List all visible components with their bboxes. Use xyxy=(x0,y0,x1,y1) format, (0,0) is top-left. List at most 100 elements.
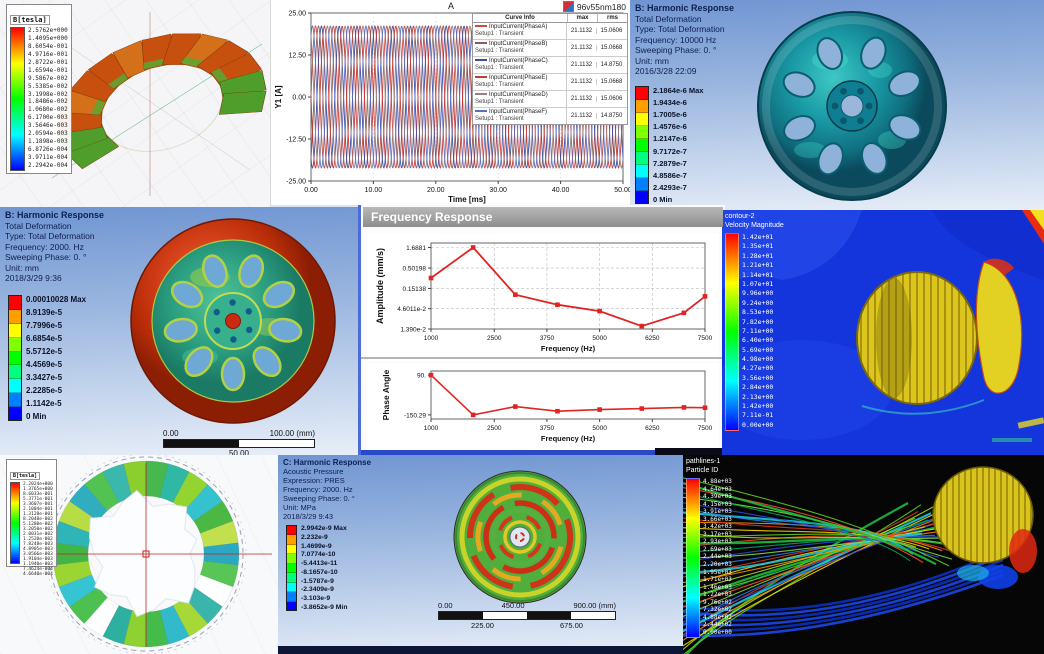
series-max: 21.1132 xyxy=(567,79,597,85)
series-max: 21.1132 xyxy=(567,62,597,68)
velocity-legend-value: 7.11e-01 xyxy=(742,411,774,420)
flux-legend-value: 8.6033e-001 xyxy=(23,492,53,497)
legend-color-bands xyxy=(286,525,297,611)
analysis-title: C: Harmonic Response xyxy=(283,458,372,467)
flux-color-bar xyxy=(10,27,25,171)
velocity-legend-value: 1.14e+01 xyxy=(742,270,774,279)
window-titlebar[interactable]: Frequency Response xyxy=(363,207,723,227)
panel-input-current-plot: A 96v55nm180 0.00 10.00 20.00 30.00 40.00 50.… xyxy=(270,0,631,205)
particle-legend-value: 3.17e+03 xyxy=(703,530,732,538)
series-name: InputCurrent(PhaseD) xyxy=(489,92,548,98)
analysis-info-line: Frequency: 10000 Hz xyxy=(635,34,717,45)
velocity-legend-value: 1.07e+01 xyxy=(742,279,774,288)
scale-max: 900.00 (mm) xyxy=(573,601,616,610)
flux-legend-value: 2.8722e-001 xyxy=(28,58,68,66)
flux-color-bar xyxy=(10,482,20,564)
flux-legend-value: 1.1898e-003 xyxy=(28,138,68,146)
svg-text:3750: 3750 xyxy=(540,425,555,432)
flux-legend-value: 7.4624e-004 xyxy=(23,567,53,572)
panel-acoustic-pressure: C: Harmonic Response Acoustic Pressure Ex… xyxy=(278,455,683,654)
legend-value: 6.6854e-5 xyxy=(26,334,63,343)
flux-legend-value: 6.8726e-004 xyxy=(28,146,68,154)
velocity-legend-value: 4.27e+00 xyxy=(742,364,774,373)
svg-text:12.50: 12.50 xyxy=(288,53,306,60)
model-icon xyxy=(562,1,574,12)
svg-text:0.50198: 0.50198 xyxy=(403,266,427,273)
svg-text:1.390e-2: 1.390e-2 xyxy=(400,327,426,334)
legend-value: 2.4293e-7 xyxy=(653,182,687,192)
legend-value: -8.1657e-10 xyxy=(301,568,338,576)
legend-value: 1.4699e-9 xyxy=(301,542,332,550)
svg-text:10.00: 10.00 xyxy=(365,187,383,194)
particle-legend-value: 1.22e+03 xyxy=(703,591,732,599)
flux-legend-value: 2.1004e-001 xyxy=(23,507,53,512)
velocity-legend-value: 7.11e+00 xyxy=(742,326,774,335)
window-bottom-dark xyxy=(655,448,725,455)
svg-text:30.00: 30.00 xyxy=(489,187,507,194)
flux-legend-value: 3.5646e-003 xyxy=(28,122,68,130)
panel-frequency-response-window: Frequency Response 1000 2500 3750 5000 6250 7… xyxy=(358,205,725,455)
flux-legend-title: B[tesla] xyxy=(10,15,50,25)
analysis-info-line: 2018/3/29 9:36 xyxy=(5,273,62,283)
scale-q3: 675.00 xyxy=(560,621,583,630)
velocity-legend-value: 1.21e+01 xyxy=(742,261,774,270)
flux-legend-value: 1.3765e+000 xyxy=(23,487,53,492)
flux-legend-value: 2.2024e+000 xyxy=(23,482,53,487)
series-setup: Setup1 : Transient xyxy=(475,65,524,71)
series-rms: 15.0606 xyxy=(600,96,623,102)
particle-legend-value: 4.88e+02 xyxy=(703,613,732,621)
flux-legend-value: 1.1940e-003 xyxy=(23,562,53,567)
deformation-legend: 0.00010028 Max 8.9139e-5 7.7996e-5 6.6854e-… xyxy=(8,295,86,421)
particle-legend-value: 4.39e+03 xyxy=(703,493,732,501)
analysis-info-line: 2018/3/29 9:43 xyxy=(283,512,334,521)
flux-legend-value: 4.6640e-004 xyxy=(23,572,53,577)
legend-value: 7.7996e-5 xyxy=(26,321,63,330)
svg-text:2500: 2500 xyxy=(487,335,502,342)
particle-legend-value: 4.64e+03 xyxy=(703,485,732,493)
deformation-wheel-visualization xyxy=(757,11,947,201)
series-rms: 15.0606 xyxy=(600,28,623,34)
legend-color-bands xyxy=(635,86,649,204)
flux-legend-value: 5.3771e-001 xyxy=(23,497,53,502)
legend-value: 2.232e-9 xyxy=(301,533,328,541)
particle-legend-value: 1.71e+03 xyxy=(703,576,732,584)
curve-info-table: Curve Info max rms InputCurrent(PhaseA) … xyxy=(472,13,628,125)
deformation-wheel-visualization xyxy=(130,218,336,424)
current-waveform-chart: 0.00 10.00 20.00 30.00 40.00 50.00 25.00 12.50 0… xyxy=(274,11,631,205)
series-rms: 14.8750 xyxy=(600,62,623,68)
velocity-legend-value: 1.35e+01 xyxy=(742,242,774,251)
velocity-legend-value: 6.40e+00 xyxy=(742,336,774,345)
phase-frequency-chart: 1000 2500 3750 5000 6250 7500 90. -150.29 Freque… xyxy=(367,363,719,451)
series-setup: Setup1 : Transient xyxy=(475,31,524,37)
scale-q1: 225.00 xyxy=(471,621,494,630)
series-max: 21.1132 xyxy=(567,28,597,34)
curve-table-row: InputCurrent(PhaseC) Setup1 : Transient … xyxy=(473,57,627,74)
series-rms: 14.8750 xyxy=(600,113,623,119)
flux-legend-value: 6.1700e-003 xyxy=(28,114,68,122)
bottom-dark-strip xyxy=(278,646,683,654)
series-max: 21.1132 xyxy=(567,45,597,51)
series-setup: Setup1 : Transient xyxy=(475,116,524,122)
analysis-info-line: Frequency: 2000. Hz xyxy=(283,485,353,494)
scale-mid-top: 450.00 xyxy=(501,601,525,610)
analysis-info-line: Total Deformation xyxy=(5,220,72,231)
particle-legend-value: 2.44e+03 xyxy=(703,553,732,561)
analysis-title: B: Harmonic Response xyxy=(5,210,105,220)
series-color-chip xyxy=(475,110,487,113)
svg-text:1000: 1000 xyxy=(424,425,439,432)
velocity-legend-value: 9.96e+00 xyxy=(742,289,774,298)
series-max: 21.1132 xyxy=(567,113,597,119)
particle-legend-value: 7.32e+02 xyxy=(703,606,732,614)
velocity-legend-value: 5.69e+00 xyxy=(742,345,774,354)
analysis-info-line: Unit: mm xyxy=(5,262,39,273)
series-color-chip xyxy=(475,59,487,62)
particle-legend-value: 2.69e+03 xyxy=(703,545,732,553)
legend-value: 2.9942e-9 Max xyxy=(301,525,347,532)
legend-value: -3.103e-9 xyxy=(301,595,331,603)
particle-legend-value: 3.42e+03 xyxy=(703,523,732,531)
scale-min: 0.00 xyxy=(438,601,453,610)
flux-legend-value: 1.0680e-002 xyxy=(28,106,68,114)
flux-legend-title: B[tesla] xyxy=(10,472,41,480)
panel-harmonic-response-2000hz: B: Harmonic Response Total Deformation Ty… xyxy=(0,207,358,455)
